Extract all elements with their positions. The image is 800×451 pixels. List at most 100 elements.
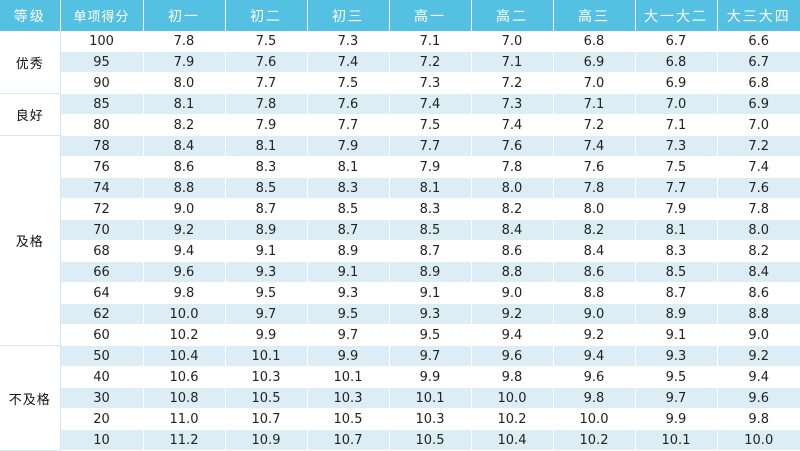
score-cell: 20: [60, 408, 144, 430]
value-cell: 9.8: [717, 408, 800, 430]
value-cell: 7.4: [471, 114, 554, 136]
value-cell: 7.3: [307, 31, 390, 52]
table-row: 60 10.2 9.9 9.7 9.5 9.4 9.2 9.1 9.0: [0, 324, 800, 346]
score-cell: 85: [60, 93, 144, 115]
grade-label: 及格: [0, 135, 61, 346]
value-cell: 7.2: [553, 114, 636, 136]
header-junior-2: 初二: [225, 0, 308, 31]
value-cell: 8.8: [471, 261, 554, 283]
value-cell: 10.0: [717, 429, 800, 451]
value-cell: 7.8: [471, 156, 554, 178]
value-cell: 10.5: [389, 429, 472, 451]
value-cell: 6.8: [553, 31, 636, 52]
value-cell: 7.1: [471, 51, 554, 73]
value-cell: 8.5: [389, 219, 472, 241]
value-cell: 8.9: [389, 261, 472, 283]
score-cell: 74: [60, 177, 144, 199]
table-row: 优秀 100 7.8 7.5 7.3 7.1 7.0 6.8 6.7 6.6: [0, 31, 800, 94]
value-cell: 6.9: [635, 72, 718, 94]
value-cell: 8.6: [717, 282, 800, 304]
table-row: 30 10.8 10.5 10.3 10.1 10.0 9.8 9.7 9.6: [0, 387, 800, 409]
value-cell: 7.0: [717, 114, 800, 136]
value-cell: 10.3: [225, 366, 308, 388]
table-row: 80 8.2 7.9 7.7 7.5 7.4 7.2 7.1 7.0: [0, 114, 800, 136]
value-cell: 7.3: [471, 93, 554, 115]
value-cell: 7.0: [635, 93, 718, 115]
score-cell: 100: [60, 31, 144, 52]
value-cell: 7.2: [389, 51, 472, 73]
score-cell: 30: [60, 387, 144, 409]
value-cell: 9.4: [553, 345, 636, 367]
value-cell: 8.1: [635, 219, 718, 241]
table-row: 64 9.8 9.5 9.3 9.1 9.0 8.8 8.7 8.6: [0, 282, 800, 304]
value-cell: 9.8: [471, 366, 554, 388]
value-cell: 9.9: [225, 324, 308, 346]
value-cell: 9.3: [225, 261, 308, 283]
table-row: 62 10.0 9.7 9.5 9.3 9.2 9.0 8.9 8.8: [0, 303, 800, 325]
value-cell: 8.8: [553, 282, 636, 304]
value-cell: 7.9: [225, 114, 308, 136]
value-cell: 7.6: [553, 156, 636, 178]
table-row: 72 9.0 8.7 8.5 8.3 8.2 8.0 7.9 7.8: [0, 198, 800, 220]
table-row: 76 8.6 8.3 8.1 7.9 7.8 7.6 7.5 7.4: [0, 156, 800, 178]
score-cell: 95: [60, 51, 144, 73]
value-cell: 7.4: [307, 51, 390, 73]
value-cell: 10.7: [225, 408, 308, 430]
value-cell: 9.9: [635, 408, 718, 430]
value-cell: 7.2: [717, 135, 800, 157]
value-cell: 8.4: [553, 240, 636, 262]
value-cell: 6.8: [717, 72, 800, 94]
value-cell: 9.0: [717, 324, 800, 346]
value-cell: 7.6: [471, 135, 554, 157]
value-cell: 9.5: [635, 366, 718, 388]
value-cell: 8.2: [553, 219, 636, 241]
table-row: 70 9.2 8.9 8.7 8.5 8.4 8.2 8.1 8.0: [0, 219, 800, 241]
value-cell: 9.4: [471, 324, 554, 346]
score-cell: 40: [60, 366, 144, 388]
value-cell: 9.1: [225, 240, 308, 262]
value-cell: 9.9: [389, 366, 472, 388]
value-cell: 8.3: [389, 198, 472, 220]
value-cell: 8.3: [635, 240, 718, 262]
value-cell: 10.0: [143, 303, 226, 325]
score-cell: 76: [60, 156, 144, 178]
value-cell: 7.0: [553, 72, 636, 94]
value-cell: 10.1: [389, 387, 472, 409]
value-cell: 10.0: [471, 387, 554, 409]
score-cell: 80: [60, 114, 144, 136]
value-cell: 10.5: [225, 387, 308, 409]
grade-label: 良好: [0, 93, 61, 136]
value-cell: 10.1: [307, 366, 390, 388]
value-cell: 8.7: [225, 198, 308, 220]
score-cell: 62: [60, 303, 144, 325]
value-cell: 9.7: [635, 387, 718, 409]
table-body: 优秀 100 7.8 7.5 7.3 7.1 7.0 6.8 6.7 6.6 95 7.9 7.6 7.4…: [0, 31, 800, 451]
value-cell: 8.2: [143, 114, 226, 136]
value-cell: 9.6: [717, 387, 800, 409]
table-row: 90 8.0 7.7 7.5 7.3 7.2 7.0 6.9 6.8: [0, 72, 800, 94]
value-cell: 9.5: [225, 282, 308, 304]
value-cell: 7.8: [553, 177, 636, 199]
value-cell: 8.0: [471, 177, 554, 199]
header-row: 等级 单项得分 初一 初二 初三 高一 高二 高三 大一大二 大三大四: [0, 0, 800, 31]
value-cell: 8.5: [307, 198, 390, 220]
value-cell: 10.7: [307, 429, 390, 451]
value-cell: 8.8: [143, 177, 226, 199]
score-cell: 60: [60, 324, 144, 346]
table-row: 40 10.6 10.3 10.1 9.9 9.8 9.6 9.5 9.4: [0, 366, 800, 388]
value-cell: 8.1: [307, 156, 390, 178]
value-cell: 6.6: [717, 31, 800, 52]
value-cell: 8.7: [307, 219, 390, 241]
value-cell: 8.7: [635, 282, 718, 304]
value-cell: 7.8: [717, 198, 800, 220]
value-cell: 9.2: [471, 303, 554, 325]
value-cell: 10.1: [635, 429, 718, 451]
value-cell: 10.4: [143, 345, 226, 367]
header-junior-1: 初一: [143, 0, 226, 31]
value-cell: 9.2: [717, 345, 800, 367]
value-cell: 7.5: [389, 114, 472, 136]
value-cell: 9.6: [143, 261, 226, 283]
table-row: 良好 85 8.1 7.8 7.6 7.4 7.3 7.1 7.0 6.9: [0, 93, 800, 136]
value-cell: 7.1: [635, 114, 718, 136]
